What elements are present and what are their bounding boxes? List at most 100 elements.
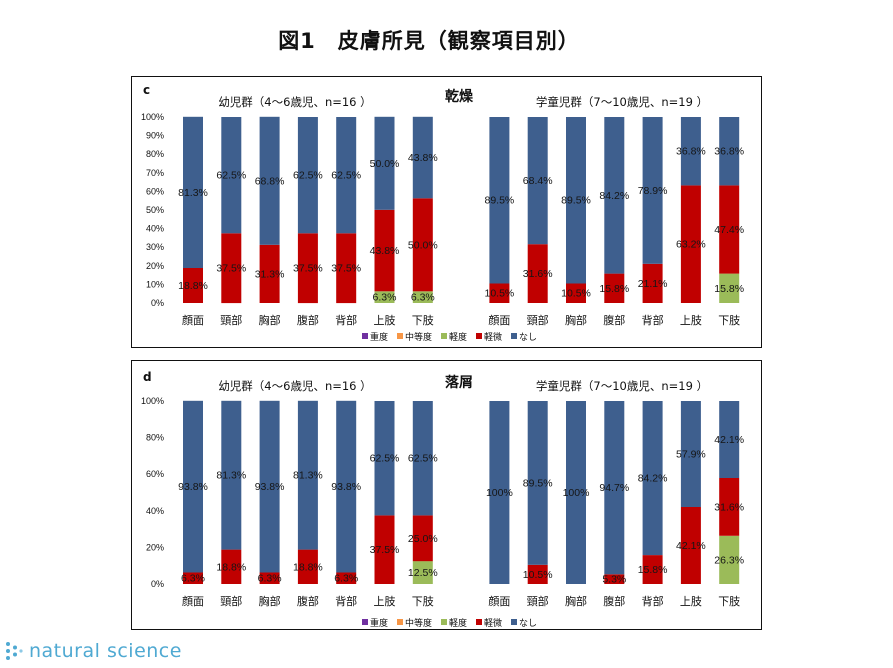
panel-letter: d	[143, 370, 152, 384]
bar-segment	[221, 400, 242, 550]
y-tick-label: 80%	[146, 149, 164, 159]
data-label: 43.8%	[370, 245, 400, 257]
data-label: 6.3%	[373, 292, 397, 304]
data-label: 10.5%	[523, 569, 553, 581]
bar-segment	[259, 244, 280, 303]
panel-letter: c	[143, 83, 151, 97]
data-label: 89.5%	[485, 195, 515, 207]
y-tick-label: 0%	[151, 579, 164, 589]
data-label: 94.7%	[599, 482, 629, 494]
data-label: 31.6%	[523, 268, 553, 280]
bar-segment	[604, 401, 625, 575]
group-label-infant: 幼児群（4～6歳児、n=16 ）	[218, 95, 372, 109]
legend-item: 軽度	[440, 616, 467, 629]
data-label: 6.3%	[258, 573, 282, 585]
legend: 重度 中等度 軽度 軽微 なし	[132, 616, 761, 629]
category-label: 胸部	[259, 313, 281, 327]
bar-segment	[297, 400, 318, 550]
category-label: 下肢	[718, 594, 740, 608]
chart-panel-d: d 幼児群（4～6歳児、n=16 ） 落屑 学童児群（7～10歳児、n=19 ）…	[131, 360, 762, 630]
data-label: 50.0%	[408, 239, 438, 251]
legend-item: 中等度	[396, 330, 432, 343]
legend-label: なし	[519, 332, 538, 343]
data-label: 18.8%	[216, 561, 246, 573]
y-tick-label: 60%	[146, 469, 164, 479]
data-label: 21.1%	[638, 278, 668, 290]
legend-item: 軽微	[476, 616, 502, 629]
bar-segment	[183, 400, 203, 573]
group-label-infant: 幼児群（4～6歳児、n=16 ）	[218, 379, 372, 393]
bar-segment	[642, 117, 663, 264]
bar-segment	[259, 400, 280, 573]
legend-label: 軽度	[448, 332, 467, 343]
bar-segment	[604, 117, 625, 274]
legend-label: 中等度	[404, 332, 432, 343]
bar-segment	[566, 283, 586, 303]
legend-label: 重度	[369, 332, 388, 343]
legend-item: 重度	[361, 330, 388, 343]
bar-segment	[297, 117, 318, 234]
legend-item: 中等度	[396, 616, 432, 629]
category-label: 背部	[642, 594, 664, 608]
stacked-bar-chart: 0% 10% 20% 30% 40% 50% 60% 70% 80% 90% 100% 18.8% 81…	[141, 112, 744, 327]
bar-segment	[336, 117, 357, 234]
legend-label: 軽微	[484, 332, 503, 343]
data-label: 100%	[563, 487, 590, 499]
category-label: 頸部	[220, 594, 242, 608]
bar-segment	[489, 283, 510, 303]
bar-segment	[680, 401, 701, 507]
data-label: 6.3%	[411, 292, 435, 304]
bar-segment	[374, 515, 395, 584]
data-label: 43.8%	[408, 152, 438, 164]
bar-segment	[527, 401, 548, 565]
legend-item: なし	[511, 616, 537, 629]
bar-segment	[527, 564, 548, 584]
data-label: 18.8%	[178, 280, 208, 292]
bar-segment	[642, 555, 663, 584]
data-label: 36.8%	[714, 146, 744, 158]
category-label: 頸部	[527, 313, 549, 327]
data-label: 81.3%	[178, 187, 208, 199]
data-label: 36.8%	[676, 146, 706, 158]
data-label: 15.8%	[714, 283, 744, 295]
category-label: 頸部	[220, 313, 242, 327]
category-label: 背部	[335, 594, 357, 608]
data-label: 62.5%	[370, 453, 400, 465]
bar-segment	[719, 401, 740, 478]
data-label: 62.5%	[293, 170, 323, 182]
legend-swatch-icon	[440, 333, 447, 339]
category-label: 胸部	[259, 594, 281, 608]
legend-swatch-icon	[476, 619, 482, 625]
bar-segment	[336, 400, 357, 573]
bar-segment	[719, 117, 740, 186]
bar-segment	[412, 515, 433, 562]
category-label: 上肢	[680, 594, 702, 608]
legend-label: 軽微	[484, 618, 503, 629]
data-label: 15.8%	[599, 283, 629, 295]
category-label: 頸部	[527, 594, 549, 608]
data-label: 37.5%	[216, 263, 246, 275]
legend-item: 軽度	[440, 330, 467, 343]
bar-segment	[719, 273, 740, 303]
natural-science-logo: natural science	[4, 638, 182, 664]
data-label: 10.5%	[561, 288, 591, 300]
bar-segment	[412, 291, 433, 303]
brand-name: natural science	[29, 640, 182, 662]
bar-segment	[183, 572, 203, 584]
legend-label: 中等度	[404, 618, 432, 629]
legend-swatch-icon	[396, 333, 403, 339]
chart-panel-c: c 幼児群（4～6歳児、n=16 ） 乾燥 学童児群（7～10歳児、n=19 ）…	[131, 76, 762, 348]
group-label-school: 学童児群（7～10歳児、n=19 ）	[535, 379, 709, 393]
bar-segment	[604, 273, 625, 303]
y-tick-label: 90%	[146, 131, 164, 141]
data-label: 42.1%	[714, 434, 744, 446]
data-label: 37.5%	[370, 544, 400, 556]
bar-segment	[412, 401, 433, 516]
bar-segment	[221, 549, 242, 584]
data-label: 100%	[486, 487, 513, 499]
data-label: 25.0%	[408, 533, 438, 545]
y-tick-label: 40%	[146, 224, 164, 234]
bar-segment	[221, 117, 242, 234]
bar-segment	[297, 233, 318, 304]
